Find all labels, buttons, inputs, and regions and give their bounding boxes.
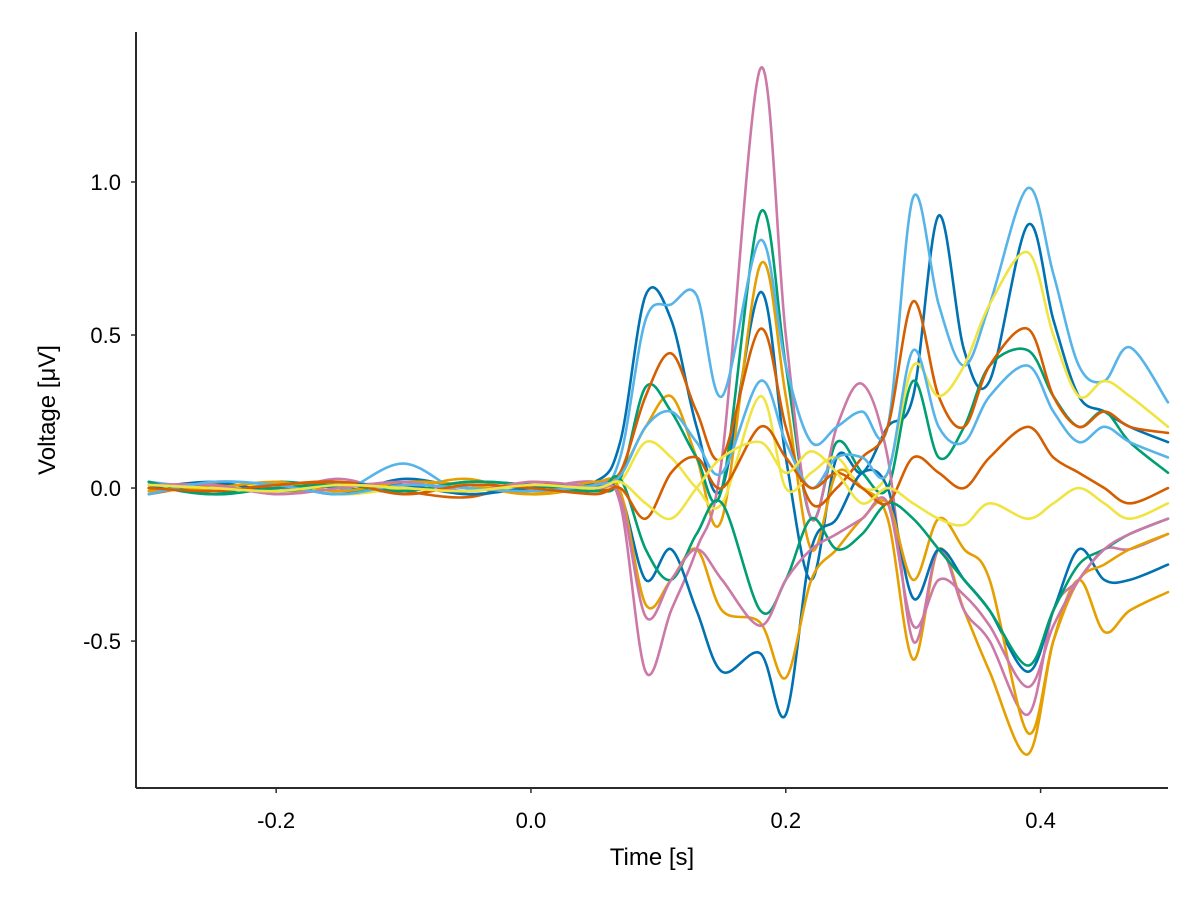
x-tick-label: 0.0 (516, 808, 547, 833)
series-line-6 (147, 300, 1170, 508)
series-line-8 (147, 468, 1170, 719)
series-line-1 (147, 214, 1170, 582)
series-line-2 (147, 260, 1170, 756)
series-line-10 (147, 475, 1170, 667)
x-tick-label: -0.2 (257, 808, 295, 833)
series-line-12 (147, 348, 1170, 496)
series-layer (147, 66, 1170, 756)
x-ticks: -0.2 0.0 0.2 0.4 (257, 788, 1056, 833)
x-tick-label: 0.4 (1025, 808, 1056, 833)
y-axis-label: Voltage [μV] (34, 345, 61, 475)
axes-layer (135, 32, 1168, 789)
x-axis-label: Time [s] (610, 844, 694, 871)
series-line-14 (147, 440, 1170, 527)
y-tick-label: 0.5 (90, 323, 121, 348)
x-tick-label: 0.2 (770, 808, 801, 833)
y-tick-label: 1.0 (90, 170, 121, 195)
y-tick-label: -0.5 (83, 629, 121, 654)
y-tick-label: 0.0 (90, 476, 121, 501)
y-ticks: -0.5 0.0 0.5 1.0 (83, 170, 136, 654)
series-line-5 (147, 186, 1170, 497)
series-line-13 (147, 424, 1170, 520)
